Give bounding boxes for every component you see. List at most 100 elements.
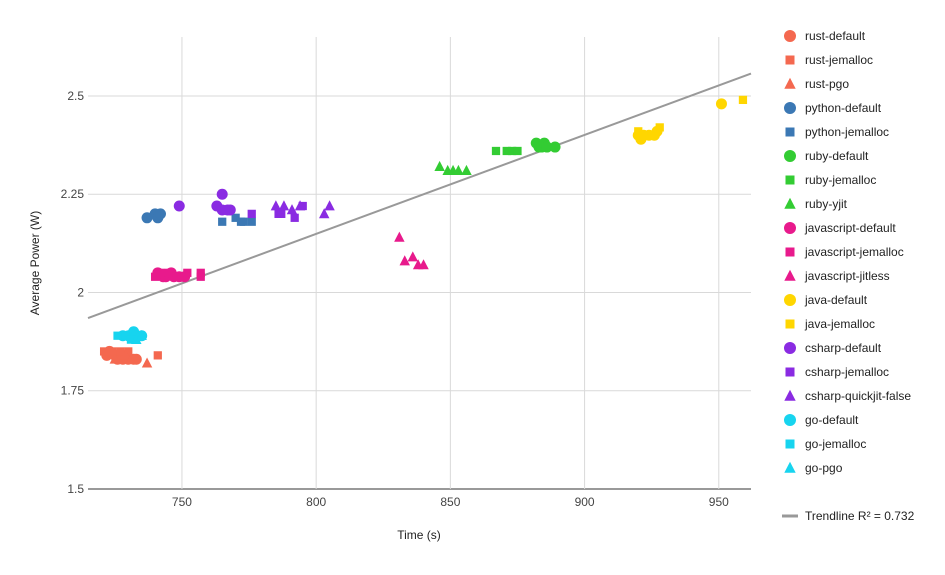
legend-label: python-default <box>805 101 882 115</box>
legend-label: Trendline R² = 0.732 <box>805 509 915 523</box>
x-tick-label: 800 <box>306 495 326 509</box>
legend-marker-java-default <box>784 294 796 306</box>
data-point-java-default <box>715 98 727 110</box>
legend-marker-ruby-yjit <box>784 197 796 209</box>
data-point-csharp-quickjit-false <box>294 200 306 211</box>
data-point-csharp-quickjit-false <box>270 200 282 211</box>
data-point-go-pgo <box>131 333 142 344</box>
data-point-go-pgo <box>136 329 147 341</box>
data-point-javascript-jitless <box>407 251 419 262</box>
axes-layer: 1.5 1.75 2 2.25 2.5 750 800 850 900 950 Time (s) Av… <box>28 89 729 542</box>
legend-marker-java-jemalloc <box>785 319 795 329</box>
y-tick-label: 1.75 <box>61 384 85 398</box>
legend-marker-go-default <box>784 414 796 426</box>
data-point-javascript-jemalloc <box>164 268 173 277</box>
y-tick-label: 1.5 <box>67 482 84 496</box>
legend-marker-javascript-jitless <box>784 269 796 281</box>
legend-label: javascript-jemalloc <box>804 245 904 259</box>
data-point-go-jemalloc <box>121 331 130 340</box>
data-point-python-jemalloc <box>231 213 240 222</box>
data-point-csharp-quickjit-false <box>318 208 330 219</box>
data-point-rust-jemalloc <box>153 351 162 360</box>
data-point-java-jemalloc <box>647 131 656 140</box>
data-point-csharp-quickjit-false <box>278 200 290 211</box>
legend-label: javascript-default <box>804 221 896 235</box>
legend-marker-rust-default <box>784 30 796 42</box>
legend-label: javascript-jitless <box>804 269 890 283</box>
data-point-csharp-quickjit-false <box>286 204 298 215</box>
data-point-rust-jemalloc <box>99 347 109 356</box>
legend-label: csharp-default <box>805 341 882 355</box>
data-point-rust-jemalloc <box>116 347 125 356</box>
legend-marker-ruby-jemalloc <box>785 175 795 185</box>
data-point-ruby-yjit <box>453 164 464 175</box>
legend-label: rust-pgo <box>805 77 849 91</box>
data-point-csharp-jemalloc <box>247 209 256 218</box>
y-axis-title: Average Power (W) <box>28 211 42 315</box>
legend-marker-go-jemalloc <box>785 439 795 449</box>
legend-label: python-jemalloc <box>805 125 889 139</box>
data-point-rust-pgo <box>120 349 131 360</box>
data-point-rust-pgo <box>109 353 121 364</box>
legend-marker-python-jemalloc <box>785 127 795 137</box>
legend-marker-go-pgo <box>784 461 796 473</box>
legend-label: csharp-quickjit-false <box>805 389 911 403</box>
data-point-csharp-default <box>216 188 228 200</box>
x-tick-label: 900 <box>575 495 595 509</box>
data-point-csharp-jemalloc <box>290 213 299 222</box>
legend: rust-default rust-jemalloc rust-pgo python-… <box>782 29 915 523</box>
legend-marker-ruby-default <box>784 150 796 162</box>
data-point-ruby-yjit <box>461 164 472 175</box>
data-point-ruby-jemalloc <box>502 146 511 156</box>
data-point-go-jemalloc <box>113 331 122 340</box>
legend-label: java-jemalloc <box>804 317 875 331</box>
data-point-javascript-jemalloc <box>150 272 160 281</box>
legend-label: csharp-jemalloc <box>805 365 889 379</box>
data-point-javascript-jitless <box>394 231 405 242</box>
data-point-ruby-jemalloc <box>507 146 517 156</box>
legend-label: ruby-default <box>805 149 869 163</box>
data-point-ruby-yjit <box>434 160 445 172</box>
data-point-ruby-jemalloc <box>513 146 522 156</box>
data-point-rust-jemalloc <box>124 347 133 356</box>
data-point-ruby-default <box>541 141 553 153</box>
data-point-csharp-jemalloc <box>277 209 286 218</box>
data-point-python-jemalloc <box>239 217 248 226</box>
data-point-javascript-jemalloc <box>172 272 181 281</box>
legend-marker-rust-pgo <box>784 77 796 89</box>
y-tick-label: 2.5 <box>67 89 84 103</box>
legend-label: ruby-yjit <box>805 197 848 211</box>
legend-marker-csharp-jemalloc <box>785 367 795 377</box>
grid-lines <box>88 37 751 490</box>
data-point-python-default <box>154 208 166 220</box>
data-point-javascript-jemalloc <box>196 268 205 277</box>
data-point-ruby-default <box>549 141 561 153</box>
x-axis-title: Time (s) <box>397 528 441 542</box>
legend-label: go-default <box>805 413 859 427</box>
legend-marker-javascript-default <box>784 222 796 234</box>
legend-marker-csharp-quickjit-false <box>784 389 796 401</box>
data-point-java-jemalloc <box>738 95 748 105</box>
data-point-go-jemalloc <box>126 335 136 344</box>
data-point-javascript-jitless <box>399 255 410 266</box>
data-point-ruby-jemalloc <box>491 146 501 156</box>
data-point-java-jemalloc <box>636 131 646 140</box>
legend-marker-javascript-jemalloc <box>785 247 795 257</box>
data-point-csharp-default <box>173 200 185 212</box>
y-tick-label: 2.25 <box>61 187 85 201</box>
legend-label: go-pgo <box>805 461 843 475</box>
data-point-python-jemalloc <box>218 217 227 226</box>
data-point-javascript-jemalloc <box>156 268 165 277</box>
y-tick-label: 2 <box>77 285 84 299</box>
legend-label: rust-default <box>805 29 866 43</box>
legend-label: go-jemalloc <box>805 437 866 451</box>
legend-label: ruby-jemalloc <box>805 173 876 187</box>
legend-label: rust-jemalloc <box>805 53 873 67</box>
x-tick-label: 850 <box>440 495 460 509</box>
x-tick-label: 950 <box>709 495 729 509</box>
data-point-rust-jemalloc <box>108 347 117 356</box>
data-point-python-jemalloc <box>247 217 256 226</box>
data-point-csharp-jemalloc <box>220 205 230 215</box>
